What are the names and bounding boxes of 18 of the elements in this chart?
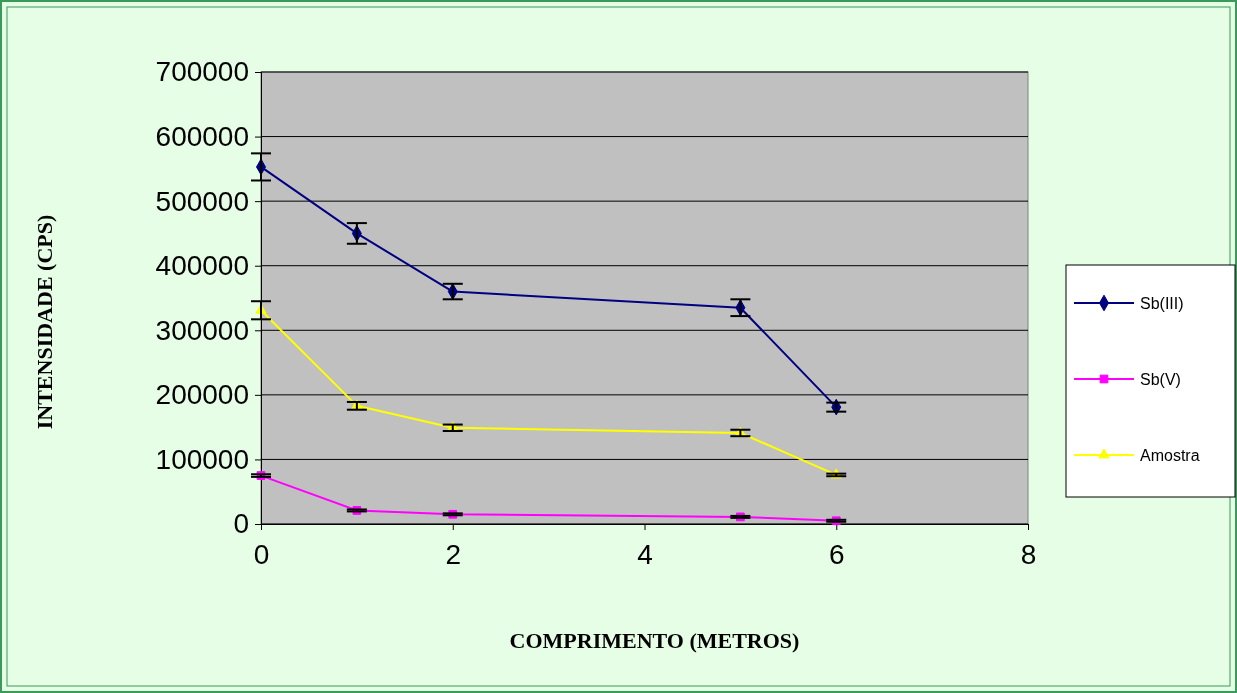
x-axis-title: COMPRIMENTO (METROS)	[509, 628, 800, 653]
x-tick-label: 0	[253, 538, 270, 570]
x-tick-label: 6	[828, 538, 845, 570]
x-tick-label: 2	[445, 538, 462, 570]
legend-label: Amostra	[1140, 447, 1200, 464]
legend-label: Sb(III)	[1140, 295, 1184, 312]
x-tick-label: 8	[1020, 538, 1037, 570]
legend-label: Sb(V)	[1140, 371, 1181, 388]
y-tick-label: 400000	[155, 250, 249, 282]
y-tick-label: 200000	[155, 379, 249, 411]
y-tick-label: 700000	[155, 56, 249, 88]
y-tick-label: 500000	[155, 185, 249, 217]
x-tick-label: 4	[637, 538, 653, 570]
y-tick-label: 600000	[155, 121, 249, 153]
y-tick-label: 100000	[155, 443, 249, 475]
y-tick-label: 300000	[155, 314, 249, 346]
y-tick-label: 0	[233, 508, 249, 540]
y-axis-title: INTENSIDADE (CPS)	[32, 214, 57, 430]
